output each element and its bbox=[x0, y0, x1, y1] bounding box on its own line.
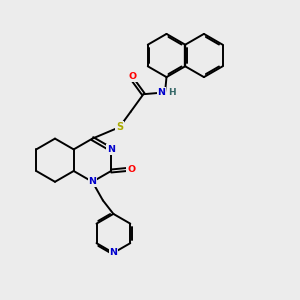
Text: N: N bbox=[110, 248, 117, 257]
Text: N: N bbox=[88, 177, 96, 186]
Text: N: N bbox=[158, 88, 165, 97]
Text: S: S bbox=[116, 122, 123, 132]
Text: O: O bbox=[127, 165, 135, 174]
Text: O: O bbox=[129, 72, 137, 81]
Text: N: N bbox=[107, 145, 115, 154]
Text: H: H bbox=[168, 88, 176, 97]
